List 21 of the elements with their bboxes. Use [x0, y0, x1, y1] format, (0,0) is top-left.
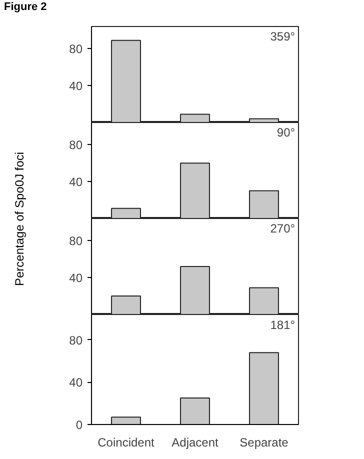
- y-tick-label: 40: [69, 376, 83, 390]
- chart-title: 181°: [270, 318, 296, 332]
- caption: Figure 2: [4, 1, 47, 13]
- bar: [249, 352, 279, 424]
- bar: [111, 416, 141, 424]
- x-tick-label: Coincident: [98, 436, 156, 450]
- y-tick-label: 80: [69, 333, 83, 348]
- chart-title: 359°: [270, 29, 296, 44]
- y-tick-label: 80: [69, 42, 83, 56]
- chart-title: 270°: [270, 221, 296, 236]
- x-tick-label: Separate: [240, 436, 289, 450]
- y-tick-label: 0: [76, 418, 83, 432]
- chart-title: 90°: [276, 125, 296, 140]
- bar: [180, 398, 210, 424]
- y-tick-label: 40: [69, 271, 83, 286]
- y-tick-label: 80: [69, 138, 83, 152]
- y-axis-title: Percentage of Spo0J foci: [11, 152, 28, 286]
- x-tick-label: Adjacent: [172, 436, 220, 450]
- y-tick-label: 40: [69, 79, 83, 94]
- y-tick-label: 40: [69, 175, 83, 190]
- y-tick-label: 80: [69, 234, 83, 248]
